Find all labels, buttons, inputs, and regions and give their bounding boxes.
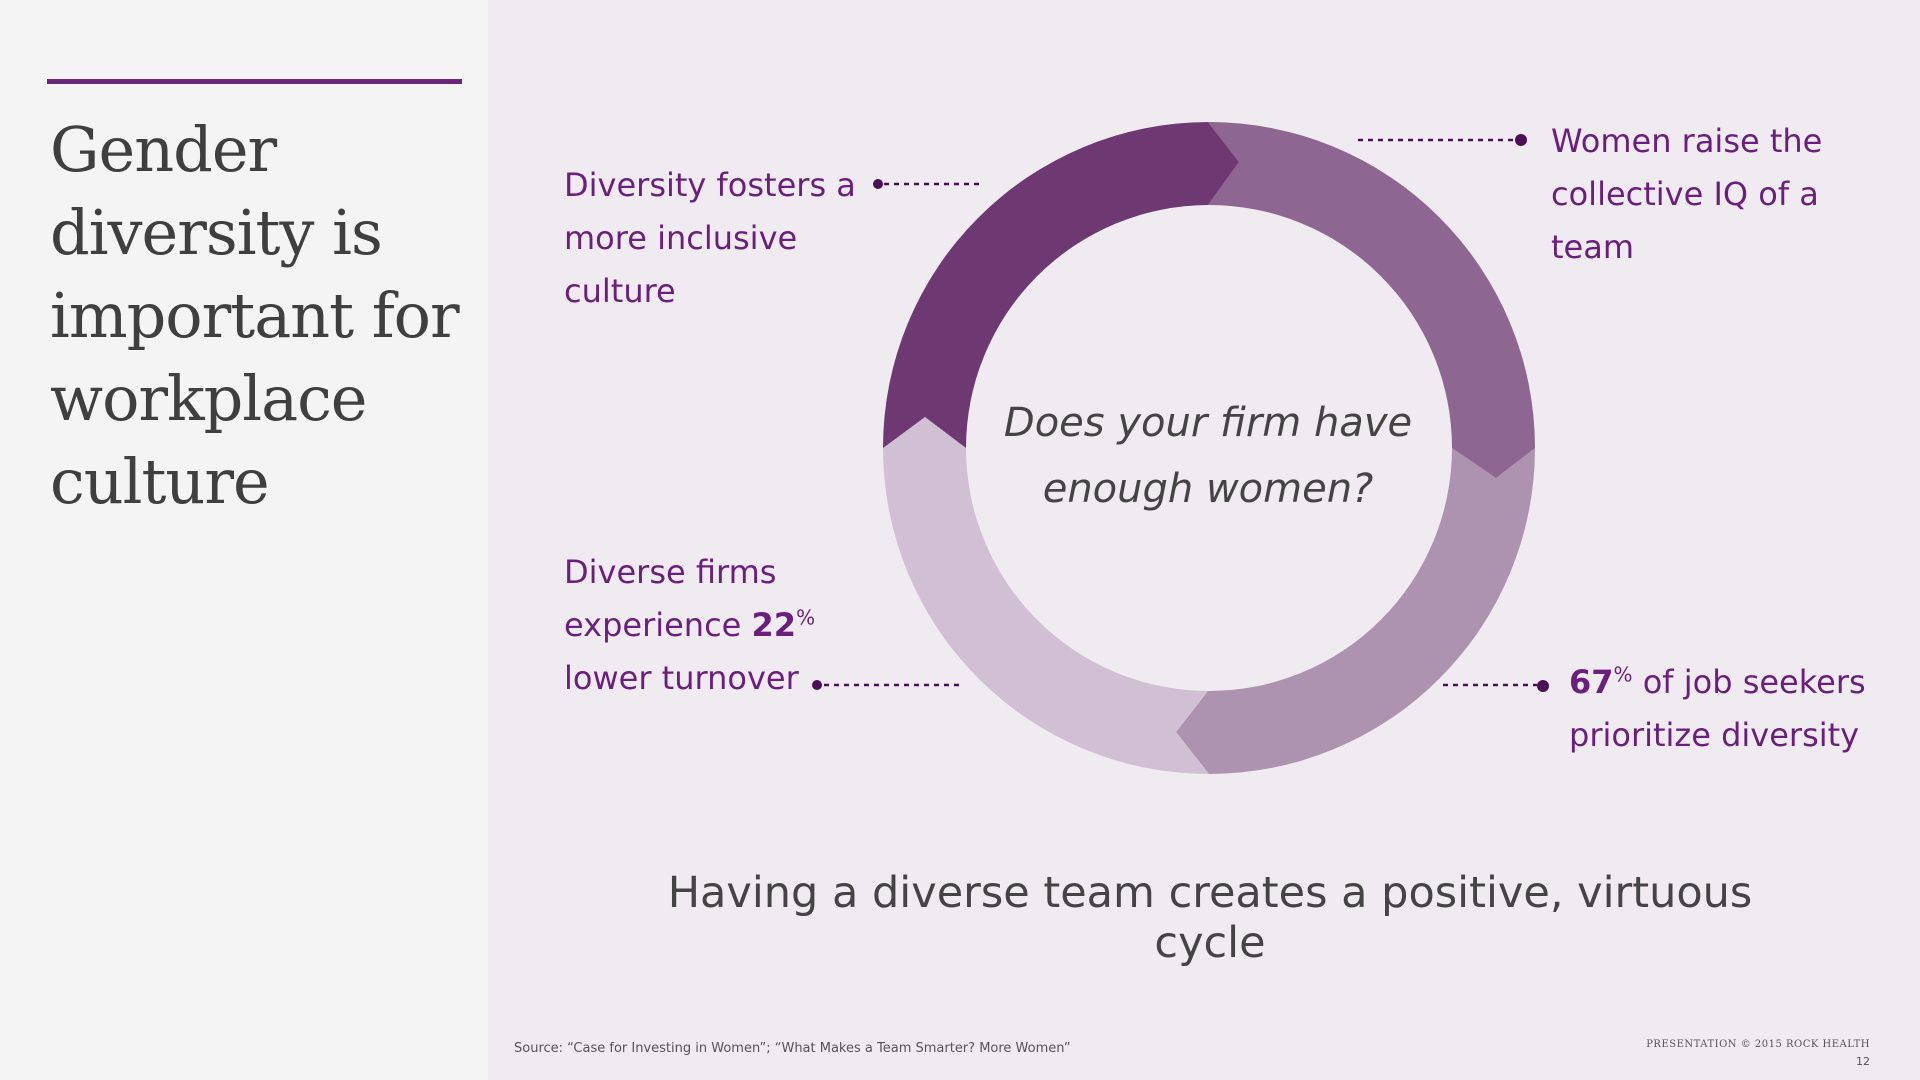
page-number: 12: [1856, 1055, 1870, 1068]
leader-iq: [1358, 134, 1527, 146]
leader-inclusive: [873, 179, 982, 189]
turnover-unit: %: [796, 605, 816, 630]
turnover-value: 22: [751, 606, 797, 644]
tagline: Having a diverse team creates a positive…: [667, 868, 1753, 968]
callout-lower-turnover: Diverse firms experience 22% lower turno…: [564, 546, 864, 705]
segment-inclusive-culture: [883, 122, 1239, 448]
slide-title: Gender diversity is important for workpl…: [50, 113, 460, 518]
callout-collective-iq: Women raise the collective IQ of a team: [1551, 122, 1823, 266]
callout-job-seekers: 67% of job seekers prioritize diversity: [1569, 656, 1909, 762]
source-note: Source: “Case for Investing in Women”; “…: [514, 1041, 1071, 1056]
segment-job-seekers: [1176, 448, 1535, 774]
turnover-post: lower turnover: [564, 659, 799, 697]
job-seekers-post: of job seekers prioritize diversity: [1569, 663, 1866, 754]
job-seekers-unit: %: [1613, 662, 1633, 687]
segment-lower-turnover: [883, 417, 1209, 774]
job-seekers-value: 67: [1569, 663, 1614, 701]
leader-job-seekers: [1443, 680, 1549, 692]
turnover-pre: Diverse firms experience: [564, 553, 777, 644]
segment-collective-iq: [1208, 121, 1535, 478]
title-accent-line: [47, 79, 462, 84]
title-panel: Gender diversity is important for workpl…: [0, 0, 488, 1080]
callout-inclusive-culture: Diversity fosters a more inclusive cultu…: [564, 166, 856, 310]
copyright: PRESENTATION © 2015 ROCK HEALTH: [1646, 1039, 1870, 1050]
center-question: Does your firm have enough women?: [1003, 400, 1413, 512]
leader-turnover: [812, 680, 960, 690]
